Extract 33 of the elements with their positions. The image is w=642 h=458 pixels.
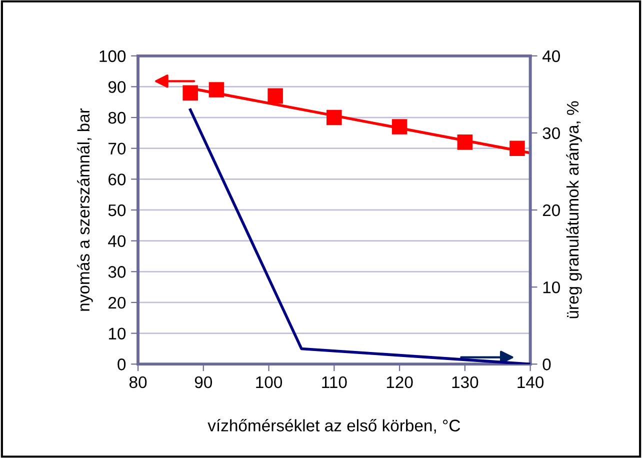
point bbox=[510, 140, 525, 156]
y-tick-label: 30 bbox=[108, 266, 126, 278]
y2-tick-label: 20 bbox=[542, 204, 560, 216]
point bbox=[182, 85, 198, 101]
point bbox=[208, 82, 224, 98]
x-axis-title: vízhőmérséklet az első körben, °C bbox=[208, 419, 460, 434]
point bbox=[392, 119, 408, 134]
x-tick-label: 140 bbox=[518, 376, 544, 388]
y-tick-label: 0 bbox=[118, 358, 126, 370]
x-tick-label: 100 bbox=[256, 376, 282, 388]
x-tick-label: 90 bbox=[194, 376, 212, 388]
y-axis-title: nyomás a szerszámnál, bar bbox=[77, 108, 93, 311]
y2-tick-label: 10 bbox=[543, 281, 560, 294]
point bbox=[268, 88, 283, 104]
y-tick-label: 100 bbox=[100, 50, 126, 62]
x-tick-label: 110 bbox=[322, 376, 347, 388]
y-tick-label: 50 bbox=[108, 204, 126, 216]
x-tick-label: 80 bbox=[129, 376, 147, 388]
x-tick-label: 120 bbox=[386, 376, 413, 388]
y-tick-label: 60 bbox=[108, 174, 126, 186]
y-tick-label: 40 bbox=[108, 235, 126, 248]
y-tick-label: 20 bbox=[108, 296, 126, 309]
x-tick-label: 130 bbox=[452, 376, 478, 388]
y-tick-label: 80 bbox=[108, 112, 126, 124]
y2-tick-label: 30 bbox=[542, 127, 560, 140]
y-tick-label: 70 bbox=[108, 142, 126, 155]
y2-tick-label: 0 bbox=[542, 358, 551, 370]
y2-tick-label: 40 bbox=[542, 50, 560, 62]
y-tick-label: 10 bbox=[108, 328, 126, 340]
point bbox=[457, 134, 473, 150]
y-tick-label: 90 bbox=[108, 81, 126, 93]
point bbox=[326, 110, 342, 126]
y2-axis-title: üreg granulátumok aránya, % bbox=[566, 101, 582, 318]
